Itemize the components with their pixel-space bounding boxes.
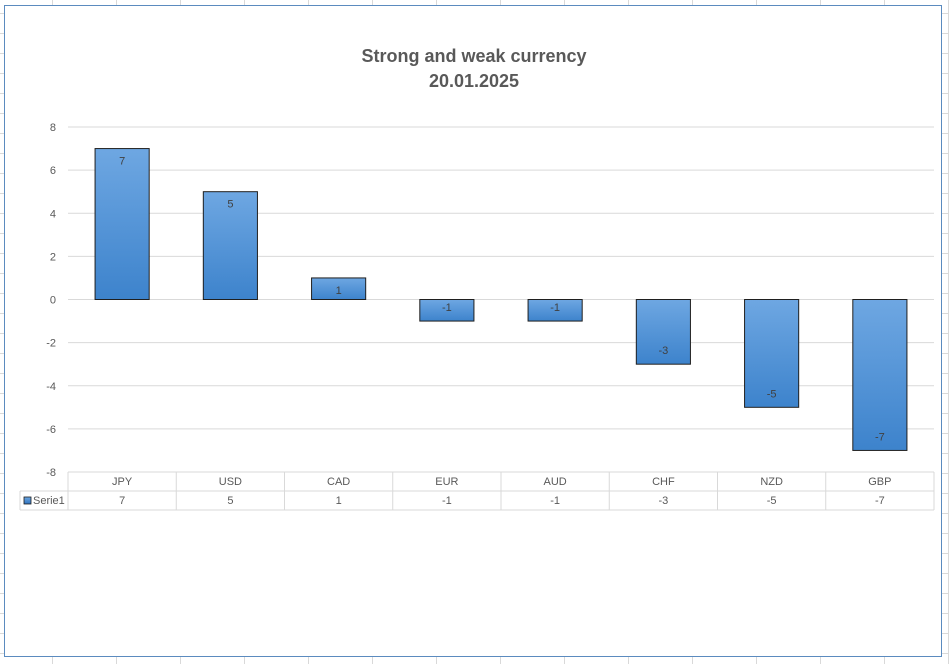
data-label: -1 (442, 302, 452, 314)
y-tick-label: 6 (50, 165, 56, 177)
x-tick-label: CHF (652, 476, 675, 488)
table-value: 7 (119, 495, 125, 507)
y-tick-label: 2 (50, 251, 56, 263)
data-label: -5 (767, 388, 777, 400)
x-tick-label: GBP (868, 476, 891, 488)
chart-title: Strong and weak currency 20.01.2025 (5, 44, 943, 94)
x-tick-label: NZD (760, 476, 783, 488)
table-value: -3 (658, 495, 668, 507)
y-tick-label: 0 (50, 295, 56, 307)
chart-title-line-2: 20.01.2025 (428, 71, 520, 91)
bar-usd (202, 191, 258, 300)
y-tick-label: 4 (50, 208, 56, 220)
table-value: 5 (227, 495, 233, 507)
bar-aud (527, 299, 583, 322)
legend-key (23, 496, 32, 505)
y-tick-label: 8 (50, 122, 56, 134)
x-tick-label: JPY (112, 476, 133, 488)
table-value: -7 (875, 495, 885, 507)
bar-jpy (94, 148, 150, 300)
y-tick-label: -8 (46, 467, 56, 479)
bar-cad (311, 277, 367, 300)
data-label: 7 (119, 156, 125, 168)
y-tick-label: -6 (46, 424, 56, 436)
table-value: 1 (336, 495, 342, 507)
bar-chf (635, 299, 691, 365)
bar-nzd (744, 299, 800, 408)
x-tick-label: CAD (327, 476, 350, 488)
x-tick-label: USD (219, 476, 242, 488)
x-tick-label: AUD (544, 476, 567, 488)
table-value: -1 (442, 495, 452, 507)
y-tick-label: -2 (46, 338, 56, 350)
data-label: -7 (875, 431, 885, 443)
bar-eur (419, 299, 475, 322)
data-label: 5 (227, 199, 233, 211)
legend-series-name: Serie1 (33, 495, 65, 507)
data-label: -1 (550, 302, 560, 314)
data-label: 1 (336, 285, 342, 297)
table-value: -5 (767, 495, 777, 507)
chart-title-line-1: Strong and weak currency (361, 46, 587, 66)
data-label: -3 (658, 345, 668, 357)
y-tick-label: -4 (46, 381, 56, 393)
x-tick-label: EUR (435, 476, 458, 488)
table-value: -1 (550, 495, 560, 507)
bar-gbp (852, 299, 908, 451)
